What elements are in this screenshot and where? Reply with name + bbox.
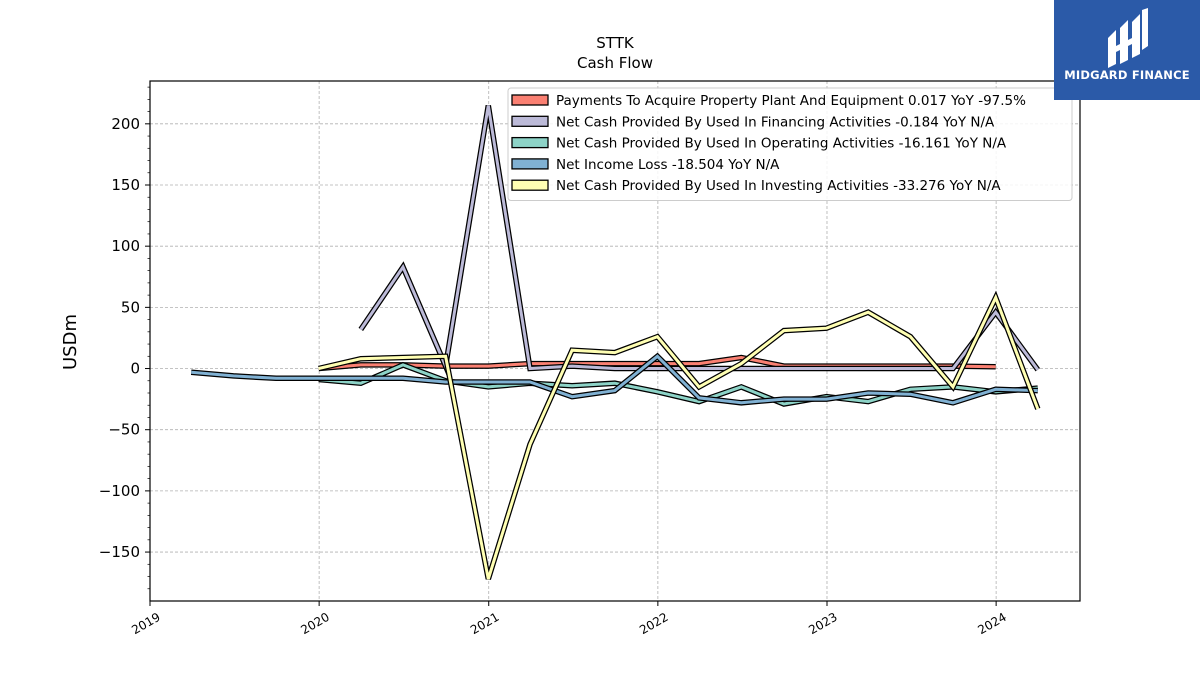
y-tick-label: −50 xyxy=(108,421,140,439)
series-lines xyxy=(190,105,1041,580)
y-tick-label: 200 xyxy=(111,115,140,133)
y-tick-label: 100 xyxy=(111,237,140,255)
x-tick-label: 2024 xyxy=(975,610,1008,637)
x-tick-label: 2021 xyxy=(468,610,501,637)
x-tick-label: 2022 xyxy=(637,610,670,637)
y-axis-ticks: 200 150 100 50 0 −50 −100 −150 xyxy=(99,86,150,590)
logo-mark-icon xyxy=(1108,8,1148,68)
plot-frame xyxy=(149,80,1081,602)
legend-swatch xyxy=(511,179,549,191)
series-line-3 xyxy=(190,352,1038,406)
midgard-finance-logo: MIDGARD FINANCE xyxy=(1054,0,1200,100)
legend: Payments To Acquire Property Plant And E… xyxy=(507,87,1073,201)
y-tick-label: 150 xyxy=(111,176,140,194)
y-tick-label: 50 xyxy=(121,298,140,316)
legend-swatch xyxy=(511,115,549,127)
series-outline xyxy=(318,290,1041,580)
x-tick-label: 2023 xyxy=(806,610,839,637)
series-stroke xyxy=(359,105,1040,372)
legend-swatch xyxy=(511,136,549,149)
series-stroke xyxy=(318,363,1038,406)
legend-entry: Net Cash Provided By Used In Investing A… xyxy=(556,178,1001,194)
series-stroke xyxy=(318,293,1040,580)
legend-box xyxy=(507,87,1073,201)
logo-text: MIDGARD FINANCE xyxy=(1064,68,1190,82)
chart-subtitle: Cash Flow xyxy=(577,54,653,72)
x-tick-label: 2019 xyxy=(129,610,162,637)
x-tick-label: 2020 xyxy=(298,610,331,637)
series-line-2 xyxy=(318,361,1039,407)
legend-entry: Net Cash Provided By Used In Operating A… xyxy=(556,136,1007,152)
chart-title: STTK xyxy=(596,34,635,52)
series-line-1 xyxy=(358,105,1041,376)
y-tick-label: 0 xyxy=(130,360,140,378)
legend-entry: Net Income Loss -18.504 YoY N/A xyxy=(556,157,780,173)
series-line-4 xyxy=(318,290,1041,580)
y-tick-label: −100 xyxy=(99,482,140,500)
x-axis-ticks: 2019 2020 2021 2022 2023 2024 xyxy=(129,601,1009,637)
y-tick-label: −150 xyxy=(99,543,140,561)
legend-entry: Net Cash Provided By Used In Financing A… xyxy=(556,114,995,130)
legend-swatch xyxy=(511,94,549,106)
series-stroke xyxy=(191,354,1038,405)
legend-swatch xyxy=(511,158,549,170)
y-axis-label: USDm xyxy=(60,314,81,370)
legend-entry: Payments To Acquire Property Plant And E… xyxy=(556,93,1026,109)
